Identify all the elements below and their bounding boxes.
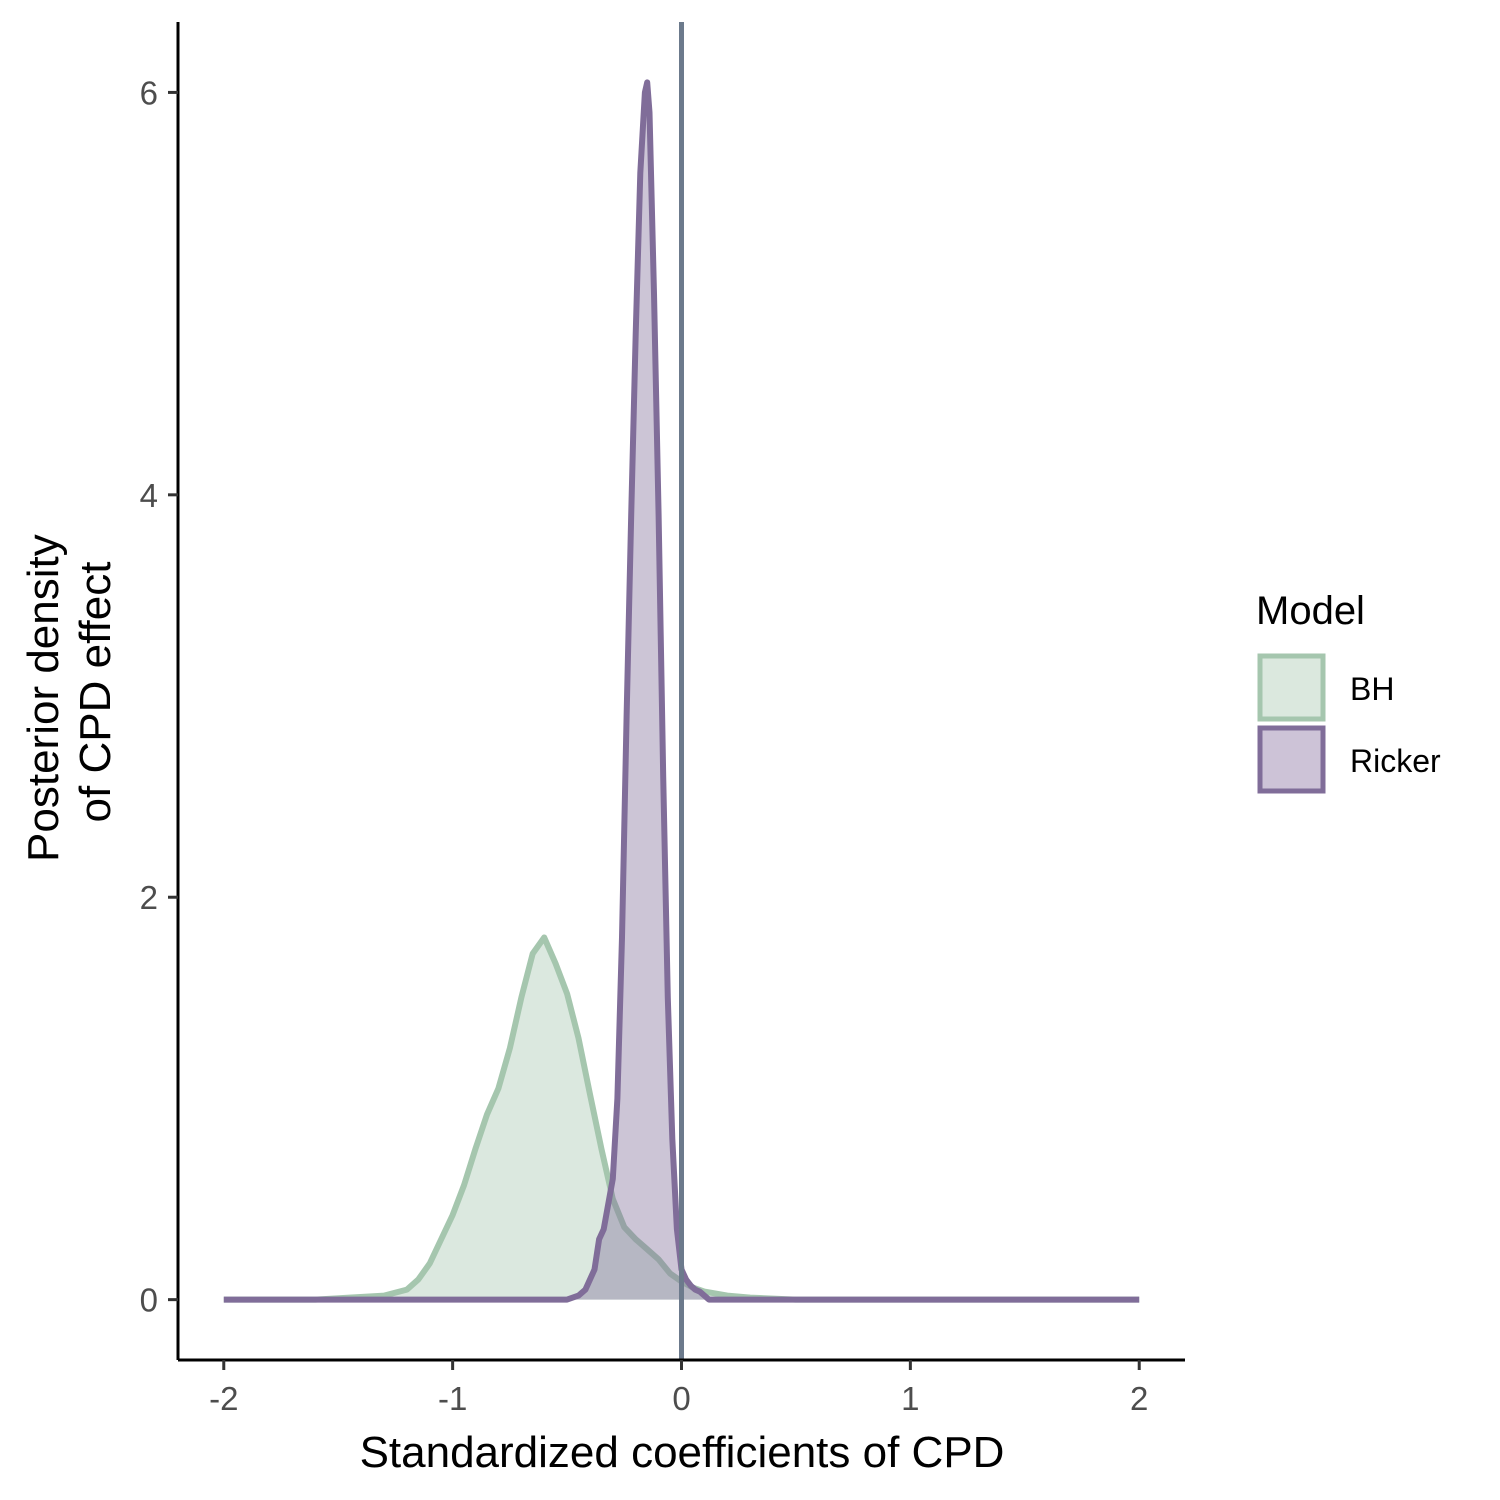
legend-label-bh: BH [1350,671,1394,707]
x-ticks: -2 -1 0 1 2 [209,1360,1148,1417]
x-tick-label: 0 [672,1380,690,1417]
legend-label-ricker: Ricker [1350,743,1441,779]
x-tick-label: 1 [901,1380,919,1417]
x-tick-label: -2 [209,1380,238,1417]
y-axis-title-line-2: of CPD effect [71,562,120,823]
y-tick-label: 6 [140,74,158,111]
legend-title: Model [1256,589,1365,633]
x-tick-label: 2 [1130,1380,1148,1417]
y-ticks: 0 2 4 6 [140,74,178,1319]
y-tick-label: 0 [140,1282,158,1319]
x-tick-label: -1 [438,1380,467,1417]
legend: Model BH Ricker [1256,589,1441,794]
series-layer [223,79,1140,1303]
legend-key-ricker [1257,725,1326,794]
y-axis-title-line-1: Posterior density [19,534,68,862]
y-tick-label: 2 [140,879,158,916]
density-line-ricker [223,79,1140,1303]
legend-key-bh [1257,653,1326,722]
y-axis-title: Posterior density of CPD effect [19,522,120,862]
y-tick-label: 4 [140,477,158,514]
x-axis-title: Standardized coefficients of CPD [360,1428,1005,1477]
